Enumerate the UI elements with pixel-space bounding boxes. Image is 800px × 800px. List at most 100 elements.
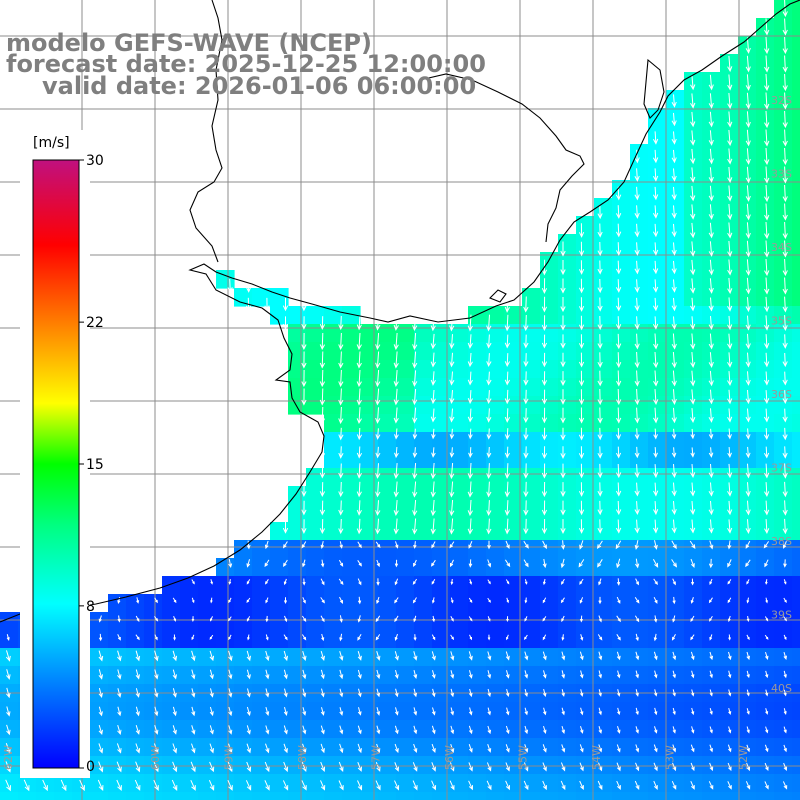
wind-arrow xyxy=(191,634,195,641)
wind-arrow xyxy=(542,597,547,604)
wind-cell xyxy=(216,738,235,757)
wind-cell xyxy=(288,504,307,523)
wind-arrow xyxy=(487,707,491,716)
wind-arrow xyxy=(561,689,565,697)
wind-cell xyxy=(774,342,793,361)
wind-arrow xyxy=(615,540,622,550)
wind-cell xyxy=(720,360,739,379)
wind-arrow xyxy=(524,597,528,604)
wind-arrow xyxy=(6,706,11,717)
wind-cell xyxy=(324,576,343,595)
wind-cell xyxy=(666,342,685,361)
wind-arrow xyxy=(652,316,659,330)
wind-cell xyxy=(414,648,433,667)
wind-arrow xyxy=(578,446,585,459)
wind-arrow xyxy=(764,296,770,313)
wind-arrow xyxy=(394,743,399,754)
wind-cell xyxy=(684,144,703,163)
wind-cell xyxy=(612,450,631,469)
wind-arrow xyxy=(468,762,473,772)
wind-cell xyxy=(234,558,253,577)
wind-cell xyxy=(252,756,271,775)
longitude-label: 57W xyxy=(370,745,383,770)
wind-cell xyxy=(342,396,361,415)
wind-arrow xyxy=(302,559,306,568)
wind-arrow xyxy=(671,316,677,330)
wind-arrow xyxy=(376,725,381,735)
wind-arrow xyxy=(431,597,435,604)
wind-arrow xyxy=(191,743,196,754)
wind-cell xyxy=(396,378,415,397)
wind-arrow xyxy=(652,205,659,219)
wind-arrow xyxy=(208,779,215,791)
wind-arrow xyxy=(690,370,696,387)
wind-cell xyxy=(432,792,451,800)
wind-arrow xyxy=(98,669,103,680)
wind-cell xyxy=(774,720,793,739)
wind-arrow xyxy=(468,447,473,458)
wind-cell xyxy=(486,594,505,613)
wind-cell xyxy=(306,486,325,505)
wind-arrow xyxy=(652,168,659,182)
wind-cell xyxy=(612,540,631,559)
wind-cell xyxy=(792,216,800,235)
wind-cell xyxy=(432,540,451,559)
wind-arrow xyxy=(764,781,769,790)
colorbar-unit: [m/s] xyxy=(33,135,70,151)
wind-arrow xyxy=(505,579,510,585)
wind-cell xyxy=(756,720,775,739)
wind-cell xyxy=(522,558,541,577)
wind-cell xyxy=(504,360,523,379)
wind-cell xyxy=(774,90,793,109)
wind-cell xyxy=(414,540,433,559)
wind-cell xyxy=(612,468,631,487)
wind-cell xyxy=(216,594,235,613)
wind-arrow xyxy=(764,616,769,622)
wind-arrow xyxy=(671,447,677,458)
wind-arrow xyxy=(339,541,343,549)
wind-cell xyxy=(252,594,271,613)
wind-cell xyxy=(684,198,703,217)
wind-arrow xyxy=(690,408,696,424)
wind-arrow xyxy=(708,148,714,165)
wind-cell xyxy=(450,504,469,523)
wind-arrow xyxy=(319,482,326,498)
wind-arrow xyxy=(450,578,454,586)
wind-arrow xyxy=(709,651,714,661)
wind-cell xyxy=(666,468,685,487)
wind-cell xyxy=(108,774,127,793)
wind-arrow xyxy=(393,481,399,498)
latitude-label: 32S xyxy=(771,94,792,107)
wind-arrow xyxy=(653,407,659,424)
wind-cell xyxy=(684,378,703,397)
wind-cell xyxy=(792,144,800,163)
wind-arrow xyxy=(523,463,529,479)
wind-cell xyxy=(468,594,487,613)
wind-arrow xyxy=(117,724,122,735)
wind-arrow xyxy=(135,650,141,662)
wind-cell xyxy=(540,504,559,523)
wind-arrow xyxy=(709,744,713,753)
wind-arrow xyxy=(745,297,751,313)
wind-cell xyxy=(342,792,361,800)
wind-cell xyxy=(468,774,487,793)
wind-arrow xyxy=(652,131,659,145)
wind-cell xyxy=(756,72,775,91)
wind-arrow xyxy=(524,707,528,716)
wind-cell xyxy=(594,702,613,721)
wind-arrow xyxy=(745,333,751,350)
wind-arrow xyxy=(412,351,418,369)
wind-cell xyxy=(414,576,433,595)
wind-cell xyxy=(576,432,595,451)
wind-cell xyxy=(252,702,271,721)
wind-arrow xyxy=(135,725,140,735)
wind-cell xyxy=(180,738,199,757)
wind-cell xyxy=(468,324,487,343)
wind-arrow xyxy=(653,370,659,387)
wind-arrow xyxy=(690,74,696,91)
wind-cell xyxy=(594,234,613,253)
wind-arrow xyxy=(690,501,696,516)
wind-arrow xyxy=(375,615,381,623)
wind-arrow xyxy=(671,260,677,275)
wind-arrow xyxy=(709,615,713,622)
